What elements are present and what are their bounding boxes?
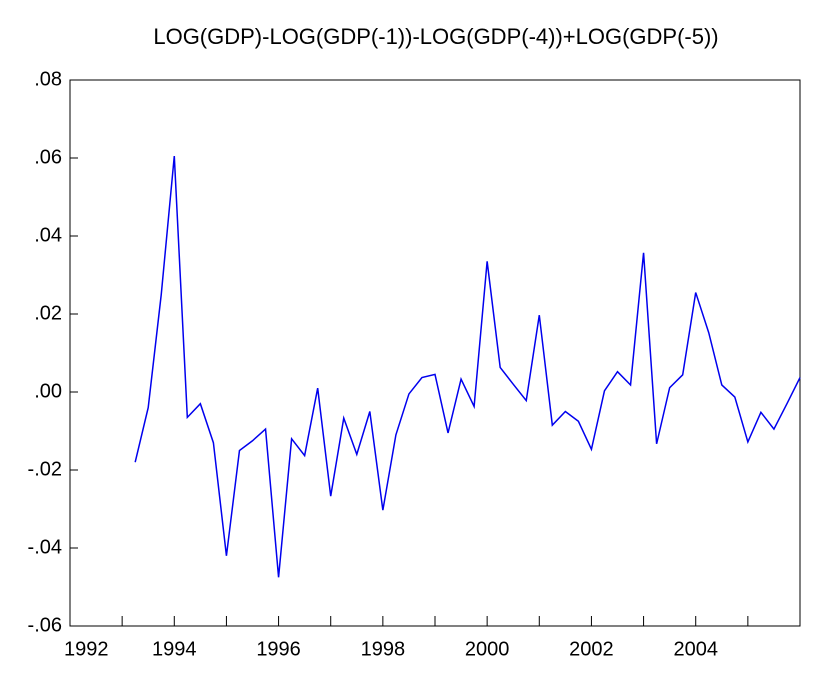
y-tick-label: .02 — [34, 302, 62, 324]
y-tick-label: -.02 — [28, 458, 62, 480]
x-tick-label: 1998 — [361, 638, 406, 660]
y-tick-label: .06 — [34, 146, 62, 168]
chart-title: LOG(GDP)-LOG(GDP(-1))-LOG(GDP(-4))+LOG(G… — [153, 24, 718, 49]
y-tick-label: .00 — [34, 380, 62, 402]
y-tick-label: -.06 — [28, 614, 62, 636]
x-tick-label: 1996 — [256, 638, 301, 660]
data-line — [134, 155, 801, 578]
x-tick-label: 2000 — [465, 638, 510, 660]
y-tick-label: .04 — [34, 224, 62, 246]
y-tick-label: -.04 — [28, 536, 62, 558]
x-tick-label: 2004 — [673, 638, 718, 660]
plot-frame — [69, 79, 801, 627]
x-tick-label: 1992 — [64, 638, 109, 660]
y-tick-label: .08 — [34, 68, 62, 90]
x-tick-label: 2002 — [569, 638, 614, 660]
x-tick-label: 1994 — [152, 638, 197, 660]
